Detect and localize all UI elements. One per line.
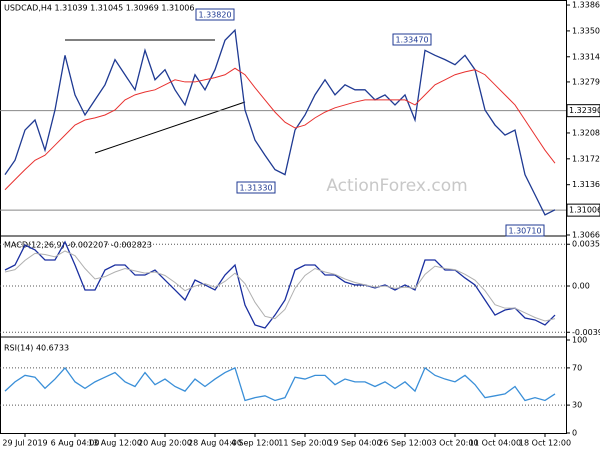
annotation-box [195,8,235,21]
y-tick-label: 1.31360 [572,180,600,189]
y-tick-label: 70 [572,363,582,372]
x-tick-label: 13 Aug 12:00 [88,439,142,448]
series-line [4,366,556,402]
y-tick-label: 0.003579 [572,240,600,249]
x-tick-label: 6 Aug 04:00 [51,439,100,448]
annotation: 1.33470 [395,36,428,45]
level-box [566,203,600,217]
level-label: 1.32390 [569,106,600,115]
x-tick-label: 18 Oct 12:00 [519,439,571,448]
x-tick-label: 3 Oct 20:00 [431,439,478,448]
watermark: ActionForex.com [326,176,467,196]
series-line [4,28,556,216]
panel-title: RSI(14) 40.6733 [4,344,69,353]
x-tick-label: 4 Sep 12:00 [231,439,279,448]
panel-title: USDCAD,H4 1.31039 1.31045 1.30969 1.3100… [4,4,194,13]
x-tick-label: 20 Aug 20:00 [138,439,192,448]
series-line [4,67,556,191]
annotation: 1.33820 [198,11,231,20]
y-tick-label: 1.33140 [572,52,600,61]
x-tick-label: 11 Oct 04:00 [469,439,521,448]
annotation: 1.30710 [508,227,541,236]
y-tick-label: 1.32080 [572,128,600,137]
x-tick-label: 11 Sep 20:00 [278,439,331,448]
series-line [4,240,556,329]
level-box [566,104,600,118]
annotation-box [505,224,545,237]
y-tick-label: 1.31720 [572,154,600,163]
y-tick-label: 1.30660 [572,231,600,240]
annotation-box [236,181,276,194]
y-tick-label: 1.33860 [572,1,600,10]
level-label: 1.31006 [569,206,600,215]
y-tick-label: 1.33500 [572,26,600,35]
frame [0,0,567,434]
x-tick-label: 28 Aug 04:00 [188,439,242,448]
x-tick-label: 19 Sep 04:00 [328,439,381,448]
series-line [4,250,556,322]
panel-title: MACD(12,26,9) -0.002207 -0.002823 [4,241,152,250]
annotation: 1.31330 [239,184,272,193]
y-tick-label: 1.32790 [572,77,600,86]
annotation-box [392,33,432,46]
y-tick-label: 30 [572,401,582,410]
x-tick-label: 29 Jul 2019 [2,439,47,448]
y-tick-label: 0.00 [572,282,590,291]
y-tick-label: 100 [572,336,587,345]
x-tick-label: 26 Sep 12:00 [378,439,431,448]
y-tick-label: 0 [572,429,577,438]
y-tick-label: -0.003966 [572,328,600,337]
